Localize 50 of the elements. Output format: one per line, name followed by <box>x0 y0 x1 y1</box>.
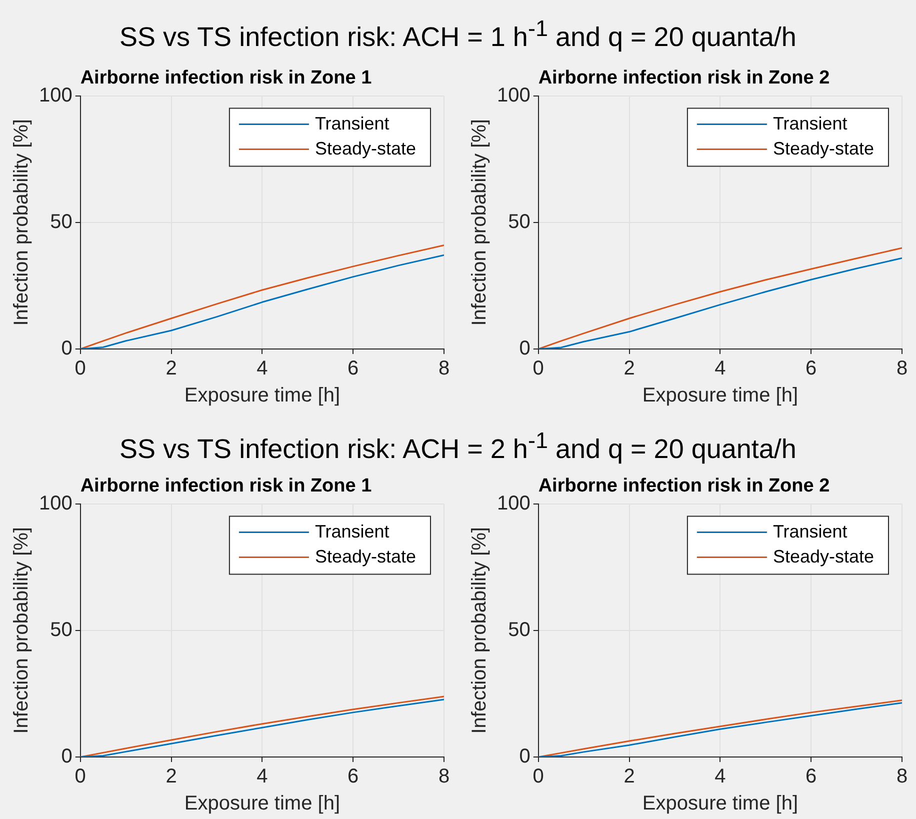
x-tick-label: 4 <box>256 358 268 380</box>
chart-title: Airborne infection risk in Zone 2 <box>538 68 830 89</box>
legend-label: Steady-state <box>772 546 874 566</box>
x-tick-label: 4 <box>256 766 268 788</box>
y-tick-label: 100 <box>38 492 72 514</box>
x-tick-label: 2 <box>166 358 177 380</box>
y-axis-title: Infection probability [%] <box>468 119 491 326</box>
x-tick-label: 4 <box>714 766 726 788</box>
y-axis-title: Infection probability [%] <box>468 527 491 734</box>
x-axis-title: Exposure time [h] <box>184 792 340 815</box>
y-tick-label: 0 <box>519 338 530 360</box>
x-tick-label: 8 <box>896 766 908 788</box>
y-tick-label: 0 <box>61 746 72 768</box>
y-tick-label: 50 <box>50 618 72 641</box>
x-tick-label: 6 <box>806 766 817 788</box>
legend-label: Transient <box>314 521 390 542</box>
text: SS vs TS infection risk: ACH = 1 h$^{-1}$ and q = 20 quanta/h <box>118 16 798 53</box>
chart-title: Airborne infection risk in Zone 2 <box>538 476 830 497</box>
x-tick-label: 8 <box>438 766 450 788</box>
legend-label: Transient <box>772 521 848 542</box>
x-tick-label: 6 <box>348 358 359 380</box>
y-axis-title: Infection probability [%] <box>10 119 33 326</box>
y-tick-label: 0 <box>61 338 72 360</box>
x-tick-label: 8 <box>896 358 908 380</box>
x-axis-title: Exposure time [h] <box>642 792 798 815</box>
legend-label: Transient <box>314 113 390 134</box>
y-tick-label: 50 <box>508 618 530 641</box>
x-axis-title: Exposure time [h] <box>184 384 340 407</box>
x-tick-label: 2 <box>624 766 635 788</box>
y-tick-label: 0 <box>519 746 530 768</box>
y-axis-title: Infection probability [%] <box>10 527 33 734</box>
legend-label: Transient <box>772 113 848 134</box>
legend-label: Steady-state <box>314 546 416 566</box>
y-tick-label: 100 <box>496 492 530 514</box>
y-tick-label: 100 <box>496 84 530 106</box>
y-tick-label: 100 <box>38 84 72 106</box>
legend-label: Steady-state <box>314 138 416 158</box>
chart-title: Airborne infection risk in Zone 1 <box>80 68 372 89</box>
legend-label: Steady-state <box>772 138 874 158</box>
x-tick-label: 2 <box>166 766 177 788</box>
y-tick-label: 50 <box>508 210 530 233</box>
text: SS vs TS infection risk: ACH = 2 h$^{-1}$ and q = 20 quanta/h <box>118 428 798 465</box>
y-tick-label: 50 <box>50 210 72 233</box>
x-tick-label: 6 <box>806 358 817 380</box>
x-tick-label: 2 <box>624 358 635 380</box>
chart-title: Airborne infection risk in Zone 1 <box>80 476 372 497</box>
x-tick-label: 4 <box>714 358 726 380</box>
x-tick-label: 6 <box>348 766 359 788</box>
x-tick-label: 8 <box>438 358 450 380</box>
x-axis-title: Exposure time [h] <box>642 384 798 407</box>
